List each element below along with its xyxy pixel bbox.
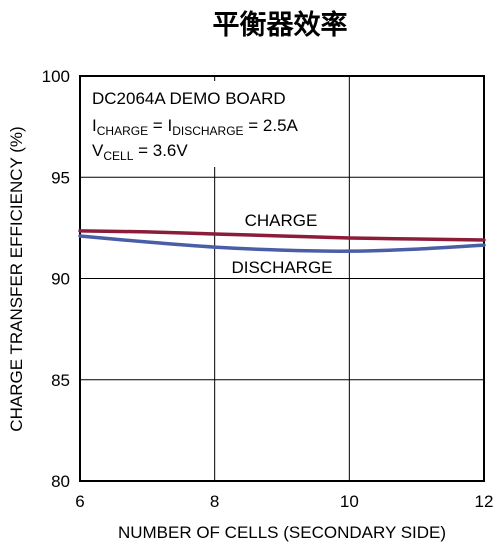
annotation-line-board: DC2064A DEMO BOARD (92, 89, 286, 108)
y-tick-label: 100 (42, 67, 70, 86)
x-tick-label: 8 (210, 492, 219, 511)
x-tick-label: 12 (475, 492, 494, 511)
grid-lines (80, 76, 484, 481)
y-axis-label: CHARGE TRANSFER EFFICIENCY (%) (7, 126, 26, 431)
y-tick-label: 90 (51, 270, 70, 289)
x-tick-labels: 6 8 10 12 (75, 492, 493, 511)
series-line-discharge (78, 234, 486, 253)
x-tick-label: 10 (340, 492, 359, 511)
series-label-discharge: DISCHARGE (231, 258, 332, 277)
chart-title: 平衡器效率 (213, 9, 348, 41)
y-tick-label: 85 (51, 371, 70, 390)
series-lines (78, 229, 486, 253)
y-tick-labels: 80 85 90 95 100 (42, 67, 70, 491)
annotation-line-current: ICHARGE = IDISCHARGE = 2.5A (92, 116, 299, 138)
annotation-line-voltage: VCELL = 3.6V (92, 141, 188, 163)
series-label-charge: CHARGE (245, 211, 318, 230)
series-line-charge (78, 229, 486, 242)
x-axis-label: NUMBER OF CELLS (SECONDARY SIDE) (118, 523, 446, 542)
x-tick-label: 6 (75, 492, 84, 511)
y-tick-label: 95 (51, 168, 70, 187)
y-tick-label: 80 (51, 472, 70, 491)
plot-frame (79, 75, 485, 482)
annotation-background (85, 81, 347, 167)
conditions-annotation: DC2064A DEMO BOARD ICHARGE = IDISCHARGE … (85, 81, 347, 167)
